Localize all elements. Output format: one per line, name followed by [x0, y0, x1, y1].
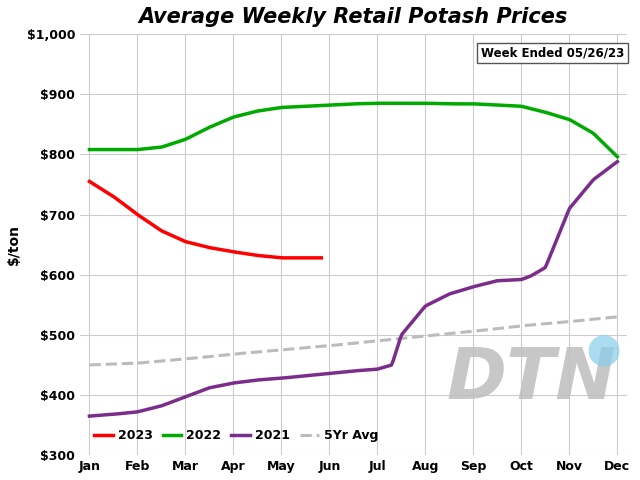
Legend: 2023, 2022, 2021, 5Yr Avg: 2023, 2022, 2021, 5Yr Avg	[92, 427, 381, 445]
Y-axis label: $/ton: $/ton	[7, 224, 21, 265]
Title: Average Weekly Retail Potash Prices: Average Weekly Retail Potash Prices	[139, 7, 568, 27]
Text: DTN: DTN	[447, 345, 616, 414]
Text: ⬤: ⬤	[586, 334, 620, 366]
Text: Week Ended 05/26/23: Week Ended 05/26/23	[481, 47, 624, 60]
